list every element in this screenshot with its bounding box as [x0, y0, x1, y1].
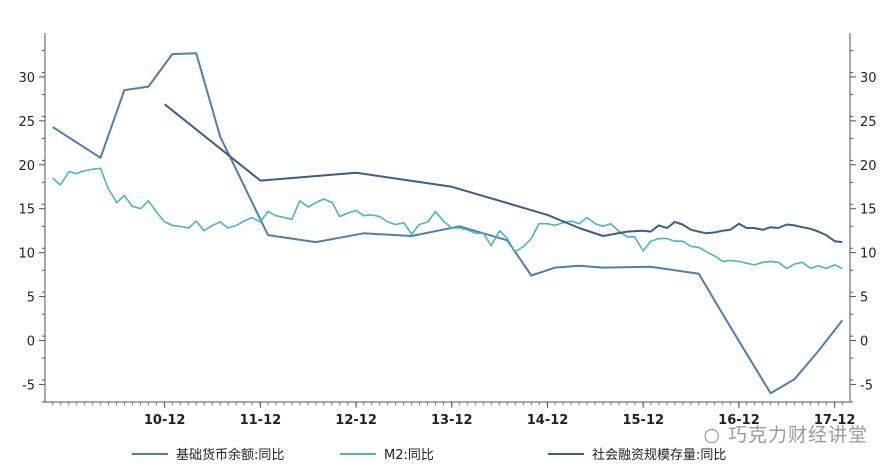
y-tick-label-left: 25	[18, 115, 35, 130]
x-tick-label: 17-12	[814, 413, 856, 428]
y-tick-label-left: 20	[18, 159, 35, 174]
series-line-2	[52, 167, 843, 270]
y-tick-label-left: 30	[18, 71, 35, 86]
axes: 30 30 25 25 20 20 15 15 10 10 5 5 0 0 -5 -5 10-12 11-12 12…	[18, 33, 877, 428]
y-tick-label-right: 25	[860, 115, 877, 130]
wechat-icon: ○	[703, 424, 721, 446]
y-tick-label-right: 20	[860, 159, 877, 174]
watermark-text: 巧克力财经讲堂	[727, 424, 868, 446]
y-tick-label-right: 30	[860, 71, 877, 86]
series-line-3	[163, 103, 843, 244]
legend-label: 基础货币余额:同比	[176, 447, 284, 463]
y-tick-label-right: 0	[860, 335, 868, 350]
series-line-1	[52, 52, 844, 395]
x-tick-label: 13-12	[431, 413, 473, 428]
y-tick-label-left: 10	[18, 247, 35, 262]
legend: 基础货币余额:同比 M2:同比 社会融资规模存量:同比	[132, 447, 726, 463]
y-tick-label-left: 5	[27, 291, 35, 306]
x-tick-label: 16-12	[718, 413, 760, 428]
x-tick-label: 14-12	[527, 413, 569, 428]
y-tick-label-left: 15	[18, 203, 35, 218]
y-tick-label-right: 10	[860, 247, 877, 262]
legend-label: M2:同比	[384, 448, 434, 463]
x-tick-label: 11-12	[240, 413, 282, 428]
legend-label: 社会融资规模存量:同比	[592, 447, 726, 463]
series-layer	[52, 52, 844, 395]
y-tick-label-right: 15	[860, 203, 877, 218]
x-tick-label: 12-12	[335, 413, 377, 428]
y-tick-label-left: -5	[22, 378, 35, 393]
y-tick-label-right: -5	[860, 378, 873, 393]
y-tick-label-right: 5	[860, 291, 868, 306]
y-tick-label-left: 0	[27, 335, 35, 350]
watermark: ○ 巧克力财经讲堂	[703, 420, 868, 447]
x-tick-label: 10-12	[144, 413, 186, 428]
x-tick-label: 15-12	[622, 413, 664, 428]
